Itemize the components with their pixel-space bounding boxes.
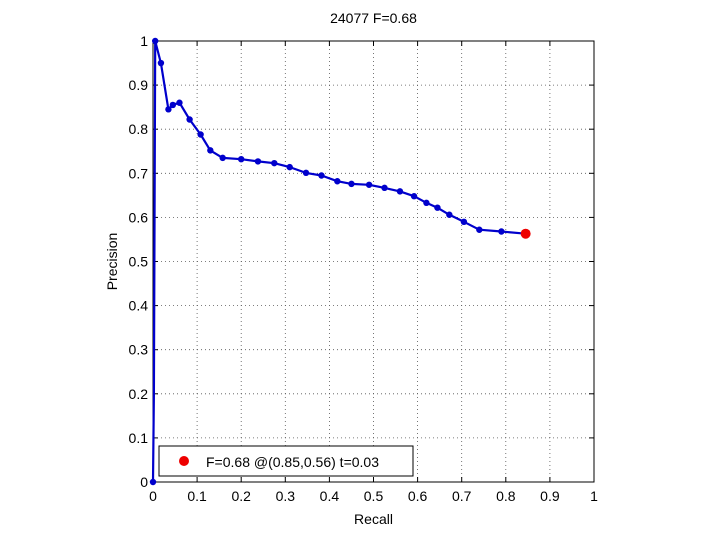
data-point (446, 211, 453, 218)
y-tick-label: 0.3 (129, 342, 149, 358)
data-point (254, 158, 262, 165)
y-tick-label: 0.8 (129, 121, 149, 137)
data-point (423, 199, 430, 207)
data-point (434, 204, 441, 211)
y-tick-label: 1 (140, 33, 148, 49)
data-point (334, 178, 341, 185)
y-tick-label: 0.1 (129, 430, 149, 446)
x-tick-label: 0.8 (496, 488, 516, 504)
legend: F=0.68 @(0.85,0.56) t=0.03 (158, 445, 414, 477)
data-point (157, 59, 165, 67)
data-point (207, 147, 214, 154)
data-point (152, 37, 159, 45)
x-tick-label: 0.5 (364, 488, 384, 504)
y-tick-label: 0.6 (129, 209, 149, 225)
x-tick-label: 0.2 (231, 488, 251, 504)
data-point (165, 106, 172, 113)
data-point (381, 184, 388, 192)
series (149, 37, 531, 486)
x-tick-label: 1 (590, 488, 598, 504)
data-point (238, 155, 245, 163)
x-tick-label: 0.6 (408, 488, 428, 504)
x-tick-label: 0.7 (452, 488, 472, 504)
grid (153, 41, 594, 482)
legend-box (158, 445, 414, 477)
y-tick-label: 0.4 (129, 298, 149, 314)
data-point (348, 180, 355, 188)
y-tick-label: 0.9 (129, 77, 149, 93)
data-point (410, 193, 418, 200)
data-point (318, 172, 325, 179)
legend-label: F=0.68 @(0.85,0.56) t=0.03 (206, 454, 379, 470)
data-point (186, 116, 193, 123)
chart-title: 24077 F=0.68 (330, 10, 417, 26)
best-f-point (520, 228, 531, 239)
y-tick-label: 0.7 (129, 165, 149, 181)
x-tick-label: 0.3 (276, 488, 296, 504)
x-axis-label: Recall (354, 511, 393, 527)
y-axis-label: Precision (104, 233, 120, 291)
ticks: 0 0.1 0.2 0.3 0.4 0.5 0.6 0.7 0.8 0.9 1 0 0.1 0.2 0.3 0… (129, 33, 599, 504)
data-point (365, 181, 373, 188)
data-point (498, 228, 505, 235)
data-point (396, 188, 404, 195)
data-point (271, 159, 278, 167)
data-point (460, 218, 468, 226)
x-tick-label: 0.1 (187, 488, 207, 504)
data-point (302, 169, 310, 177)
data-point (149, 478, 157, 486)
y-tick-label: 0.5 (129, 254, 149, 270)
y-tick-label: 0.2 (129, 386, 149, 402)
x-tick-label: 0.4 (320, 488, 340, 504)
data-point (219, 154, 226, 162)
x-tick-label: 0 (149, 488, 157, 504)
y-tick-label: 0 (140, 474, 148, 490)
data-point (476, 226, 483, 233)
x-tick-label: 0.9 (540, 488, 560, 504)
data-point (169, 101, 177, 109)
data-point (197, 131, 204, 138)
data-point (286, 163, 293, 171)
data-point (176, 99, 183, 106)
legend-marker (179, 456, 189, 466)
